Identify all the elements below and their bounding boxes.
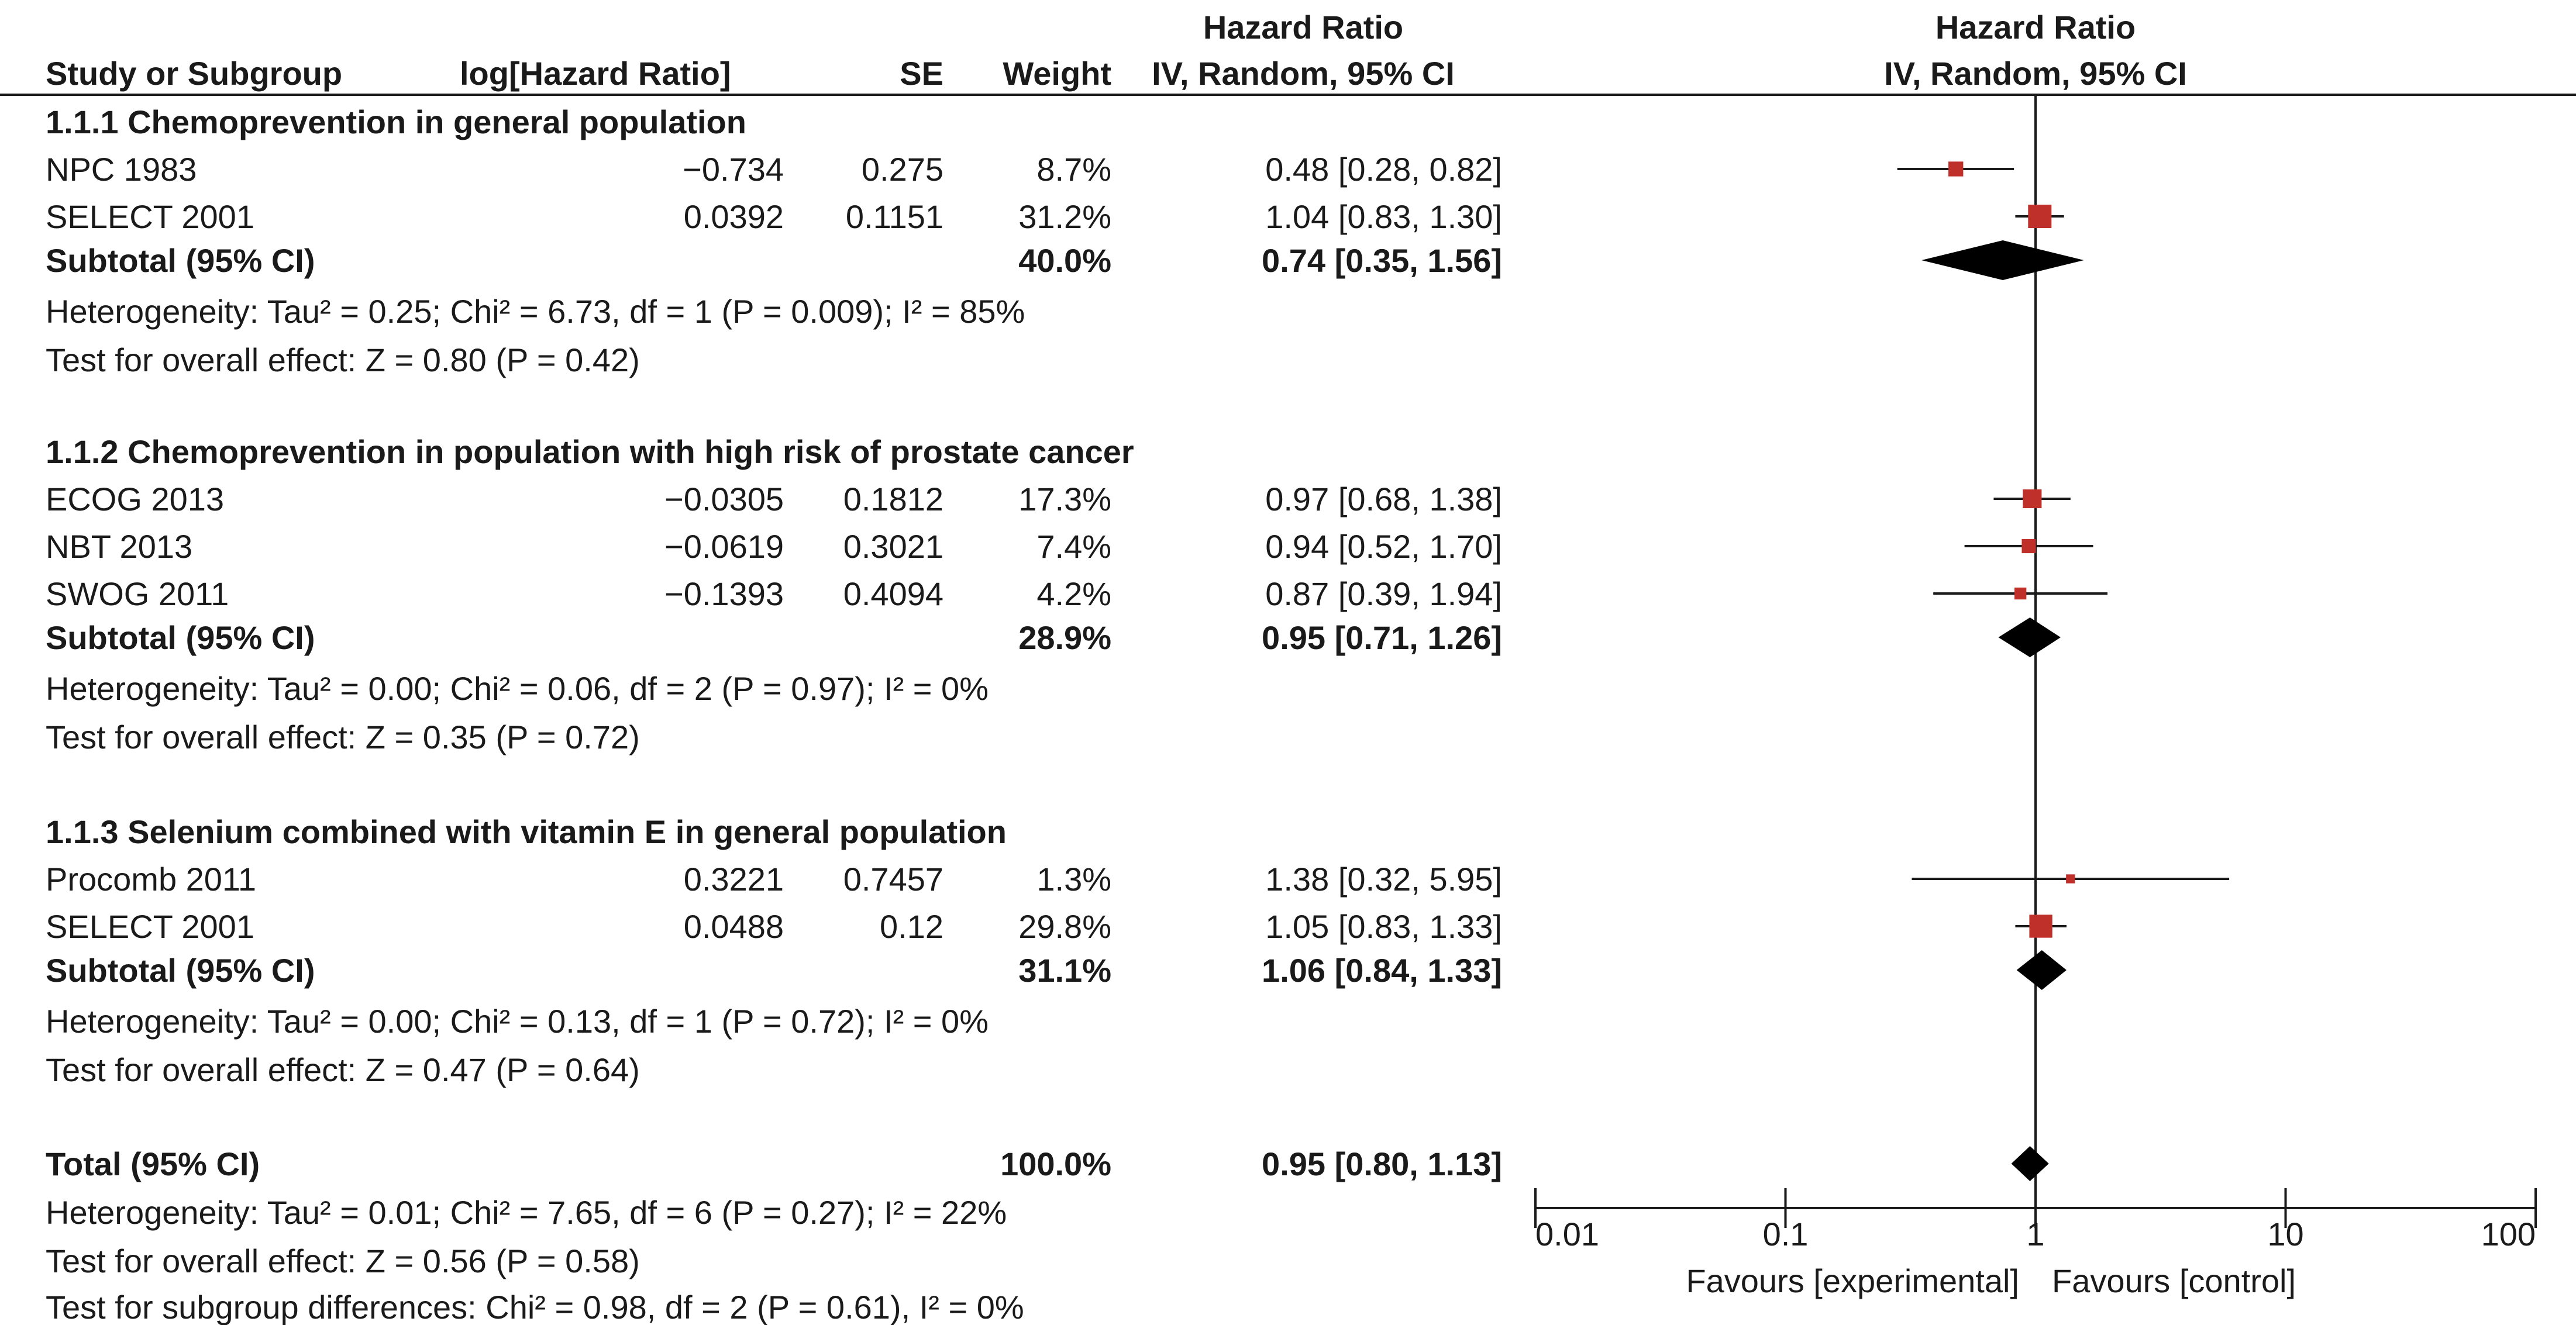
subtotal-hr-ci: 0.74 [0.35, 1.56] xyxy=(1262,242,1502,279)
total-diamond xyxy=(2011,1146,2049,1181)
overall-effect-text: Test for overall effect: Z = 0.80 (P = 0… xyxy=(46,341,640,378)
study-weight: 8.7% xyxy=(1036,151,1111,188)
study-hr-ci: 0.97 [0.68, 1.38] xyxy=(1265,481,1502,517)
study-weight: 31.2% xyxy=(1018,198,1111,235)
group-title: 1.1.2 Chemoprevention in population with… xyxy=(46,433,1134,470)
study-marker xyxy=(2029,915,2052,938)
study-marker xyxy=(2023,489,2042,509)
subtotal-weight: 40.0% xyxy=(1018,242,1111,279)
total-heterogeneity-text: Heterogeneity: Tau² = 0.01; Chi² = 7.65,… xyxy=(46,1194,1007,1231)
heterogeneity-text: Heterogeneity: Tau² = 0.25; Chi² = 6.73,… xyxy=(46,293,1025,330)
subtotal-diamond xyxy=(2016,950,2067,990)
study-log-hr: −0.0619 xyxy=(664,528,784,565)
group-title: 1.1.1 Chemoprevention in general populat… xyxy=(46,103,746,140)
heterogeneity-text: Heterogeneity: Tau² = 0.00; Chi² = 0.06,… xyxy=(46,670,989,707)
total-label: Total (95% CI) xyxy=(46,1145,260,1182)
study-marker xyxy=(2021,539,2036,554)
study-name: NPC 1983 xyxy=(46,151,197,188)
x-axis-tick-label: 0.1 xyxy=(1763,1216,1809,1252)
study-hr-ci: 0.87 [0.39, 1.94] xyxy=(1265,575,1502,612)
study-marker xyxy=(2066,874,2075,884)
heterogeneity-text: Heterogeneity: Tau² = 0.00; Chi² = 0.13,… xyxy=(46,1003,989,1040)
study-weight: 1.3% xyxy=(1036,861,1111,898)
study-name: NBT 2013 xyxy=(46,528,192,565)
subtotal-weight: 28.9% xyxy=(1018,619,1111,656)
x-axis-tick-label: 0.01 xyxy=(1535,1216,1599,1252)
study-log-hr: 0.0392 xyxy=(684,198,784,235)
favours-control-label: Favours [control] xyxy=(2052,1262,2296,1299)
subgroup-differences-text: Test for subgroup differences: Chi² = 0.… xyxy=(46,1289,1024,1325)
favours-experimental-label: Favours [experimental] xyxy=(1686,1262,2019,1299)
total-overall-effect-text: Test for overall effect: Z = 0.56 (P = 0… xyxy=(46,1243,640,1279)
study-se: 0.1812 xyxy=(843,481,943,517)
subtotal-label: Subtotal (95% CI) xyxy=(46,242,315,279)
study-weight: 29.8% xyxy=(1018,908,1111,945)
study-log-hr: −0.1393 xyxy=(664,575,784,612)
header-hazard-ratio: Hazard Ratio xyxy=(1203,9,1403,46)
study-name: SWOG 2011 xyxy=(46,575,229,612)
study-marker xyxy=(1948,161,1964,177)
study-hr-ci: 1.05 [0.83, 1.33] xyxy=(1265,908,1502,945)
x-axis-tick-label: 100 xyxy=(2481,1216,2536,1252)
study-name: ECOG 2013 xyxy=(46,481,224,517)
x-axis-tick-label: 10 xyxy=(2267,1216,2303,1252)
study-weight: 7.4% xyxy=(1036,528,1111,565)
study-se: 0.1151 xyxy=(846,198,943,235)
study-se: 0.4094 xyxy=(843,575,943,612)
study-name: SELECT 2001 xyxy=(46,908,254,945)
study-se: 0.7457 xyxy=(843,861,943,898)
header-ci-method: IV, Random, 95% CI xyxy=(1152,55,1455,92)
study-hr-ci: 1.38 [0.32, 5.95] xyxy=(1265,861,1502,898)
subtotal-label: Subtotal (95% CI) xyxy=(46,619,315,656)
header-plot-hazard-ratio: Hazard Ratio xyxy=(1936,9,2136,46)
overall-effect-text: Test for overall effect: Z = 0.47 (P = 0… xyxy=(46,1051,640,1088)
study-name: Procomb 2011 xyxy=(46,861,256,898)
study-weight: 4.2% xyxy=(1036,575,1111,612)
study-log-hr: 0.3221 xyxy=(684,861,784,898)
study-name: SELECT 2001 xyxy=(46,198,254,235)
study-hr-ci: 0.94 [0.52, 1.70] xyxy=(1265,528,1502,565)
subtotal-hr-ci: 0.95 [0.71, 1.26] xyxy=(1262,619,1502,656)
header-study: Study or Subgroup xyxy=(46,55,342,92)
study-se: 0.275 xyxy=(862,151,943,188)
header-log-hr: log[Hazard Ratio] xyxy=(460,55,731,92)
subtotal-weight: 31.1% xyxy=(1018,952,1111,989)
group-title: 1.1.3 Selenium combined with vitamin E i… xyxy=(46,813,1007,850)
study-log-hr: 0.0488 xyxy=(684,908,784,945)
subtotal-diamond xyxy=(1998,617,2061,657)
study-log-hr: −0.734 xyxy=(683,151,784,188)
x-axis-tick-label: 1 xyxy=(2026,1216,2044,1252)
overall-effect-text: Test for overall effect: Z = 0.35 (P = 0… xyxy=(46,719,640,755)
study-log-hr: −0.0305 xyxy=(664,481,784,517)
header-plot-ci-method: IV, Random, 95% CI xyxy=(1884,55,2187,92)
study-se: 0.12 xyxy=(880,908,943,945)
total-hr-ci: 0.95 [0.80, 1.13] xyxy=(1262,1145,1502,1182)
total-weight: 100.0% xyxy=(1000,1145,1111,1182)
header-se: SE xyxy=(900,55,943,92)
study-weight: 17.3% xyxy=(1018,481,1111,517)
subtotal-label: Subtotal (95% CI) xyxy=(46,952,315,989)
subtotal-hr-ci: 1.06 [0.84, 1.33] xyxy=(1262,952,1502,989)
study-hr-ci: 0.48 [0.28, 0.82] xyxy=(1265,151,1502,188)
study-marker xyxy=(2014,587,2027,600)
subtotal-diamond xyxy=(1921,240,2084,280)
study-marker xyxy=(2028,205,2052,228)
study-hr-ci: 1.04 [0.83, 1.30] xyxy=(1265,198,1502,235)
study-se: 0.3021 xyxy=(843,528,943,565)
header-weight: Weight xyxy=(1003,55,1111,92)
